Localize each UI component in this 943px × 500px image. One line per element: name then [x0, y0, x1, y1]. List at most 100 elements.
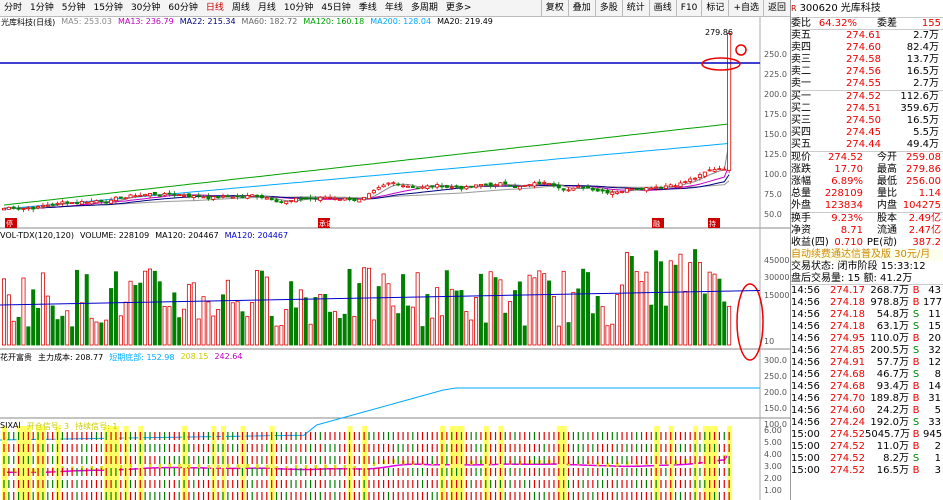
period-tab[interactable]: 多周期 [410, 2, 438, 13]
volume-bar [352, 315, 357, 346]
bid-row[interactable]: 买一 274.52 112.6万 [791, 91, 943, 103]
kline-chart-area[interactable]: 250.0 225.0 200.0 175.0 150.0 125.0 100.0 75.0 5… [0, 0, 790, 500]
toolbar-button[interactable]: 返回 [762, 0, 790, 17]
stat-label: 总量 [791, 188, 811, 199]
period-tab[interactable]: 更多> [445, 2, 472, 13]
volume-bar [347, 268, 352, 346]
candle-body [55, 202, 60, 205]
ask-row[interactable]: 卖二 274.56 16.5万 [791, 66, 943, 78]
ask-row[interactable]: 卖四 274.60 82.4万 [791, 42, 943, 54]
period-tab[interactable]: 15分钟 [93, 2, 123, 13]
volume-bar [717, 278, 722, 346]
stock-header: R 300620 光库科技 [791, 0, 943, 18]
period-tab[interactable]: 5分钟 [61, 2, 86, 13]
candle-body [673, 185, 678, 188]
period-tab[interactable]: 60分钟 [168, 2, 198, 13]
candle-body [634, 188, 639, 191]
stat-value: 104275 [902, 200, 941, 211]
tick-volume: 192.0万 [870, 417, 909, 428]
bid-row[interactable]: 买三 274.50 16.5万 [791, 115, 943, 127]
period-tab[interactable]: 30分钟 [130, 2, 161, 13]
period-tab[interactable]: 周线 [231, 2, 250, 13]
toolbar-button[interactable]: 统计 [621, 0, 649, 17]
sixai-hold-signal: 持续信号: 1 [75, 422, 118, 431]
stock-code: 300620 [799, 3, 838, 14]
stat-label: 今开 [877, 152, 897, 163]
cost-dot [246, 463, 249, 468]
volume-bar [649, 304, 654, 346]
volume-bar [293, 307, 298, 346]
toolbar-button[interactable]: 画线 [648, 0, 676, 17]
candle-body [371, 190, 376, 194]
candle-body [225, 195, 230, 198]
bid-row[interactable]: 买四 274.45 5.5万 [791, 127, 943, 139]
book-level: 买四 [791, 127, 811, 138]
tick-count: 31 [928, 393, 941, 404]
cost-dot [295, 464, 298, 469]
toolbar-button[interactable]: 多股 [594, 0, 622, 17]
ma5-line [3, 142, 730, 210]
candle-body [182, 194, 187, 197]
toolbar-button[interactable]: F10 [675, 0, 702, 17]
volume-bar [298, 289, 303, 346]
toolbar-button[interactable]: +自选 [728, 0, 763, 17]
tick-row: 14:56 274.68 93.4万 B 14 [791, 381, 943, 393]
period-tab[interactable]: 季线 [358, 2, 377, 13]
volume-bar [308, 323, 313, 346]
stat-value: 0.710 [834, 237, 863, 248]
period-tab[interactable]: 日线 [205, 2, 224, 13]
period-tab[interactable]: 1分钟 [30, 2, 54, 13]
tick-count: 177 [923, 297, 943, 308]
volume-bar [167, 306, 172, 346]
price-axis-tick: 125.0 [764, 150, 787, 159]
volume-bar [401, 274, 406, 346]
promo-banner[interactable]: 自动续费通达信普及版 30元/月 [791, 249, 943, 261]
candle-body [401, 185, 406, 188]
stat-row: 涨跌 17.70 最高 279.86 [791, 164, 943, 176]
volume-bar [537, 270, 542, 346]
stat-label: 换手 [791, 213, 811, 224]
bid-row[interactable]: 买五 274.44 49.4万 [791, 139, 943, 151]
tick-volume: 57.7万 [876, 357, 909, 368]
tick-time: 14:56 [791, 345, 820, 356]
candle-body [542, 181, 547, 184]
price-axis-tick: 250.0 [764, 50, 787, 59]
candle-body [610, 191, 615, 195]
ask-row[interactable]: 卖一 274.55 2.7万 [791, 78, 943, 90]
period-tab[interactable]: 分时 [4, 2, 23, 13]
period-tab[interactable]: 10分钟 [283, 2, 314, 13]
cost-b-value: 242.64 [214, 352, 243, 361]
volume-bar [104, 319, 109, 346]
volume-bar [201, 296, 206, 346]
candle-body [444, 185, 449, 188]
candle-body [556, 184, 561, 189]
book-volume: 2.7万 [913, 78, 939, 89]
tick-list[interactable]: 14:56 274.17 268.7万 B 43 14:56 274.18 978.8万 B 17… [791, 285, 943, 477]
period-tab[interactable]: 月线 [257, 2, 276, 13]
period-tab[interactable]: 年线 [384, 2, 403, 13]
volume-bar [157, 281, 162, 346]
candle-body [508, 184, 513, 187]
period-tab[interactable]: 45日钟 [321, 2, 351, 13]
candle-body [712, 169, 717, 172]
ask-row[interactable]: 卖五 274.61 2.7万 [791, 30, 943, 42]
volume-bar [542, 273, 547, 346]
ask-row[interactable]: 卖三 274.58 13.7万 [791, 54, 943, 66]
book-level: 买五 [791, 139, 811, 150]
cost-panel-info: 花开富贵 主力成本: 208.77 短期底部: 152.98 208.15 24… [0, 352, 242, 363]
cost-dot [217, 464, 220, 469]
volume-bar [147, 268, 152, 346]
vol-indicator-name: VOL-TDX(120,120) [0, 231, 74, 240]
toolbar-button[interactable]: 标记 [701, 0, 728, 17]
candle-body [118, 196, 123, 199]
book-volume: 112.6万 [900, 91, 939, 102]
bid-row[interactable]: 买二 274.51 359.6万 [791, 103, 943, 115]
stat-row: 净资 8.71 流通 2.47亿 [791, 225, 943, 237]
toolbar-button[interactable]: 叠加 [567, 0, 595, 17]
toolbar-button[interactable]: 复权 [540, 0, 568, 17]
candle-body [152, 191, 157, 195]
tick-price: 274.18 [830, 309, 865, 320]
quote-sidebar: R 300620 光库科技 委比 64.32% 委差 155 卖五 274.61 2… [790, 0, 943, 500]
volume-bar [634, 271, 639, 346]
main-chart-info: 光库科技(日线) MA5: 253.03 MA13: 236.79 MA22: … [0, 17, 790, 29]
